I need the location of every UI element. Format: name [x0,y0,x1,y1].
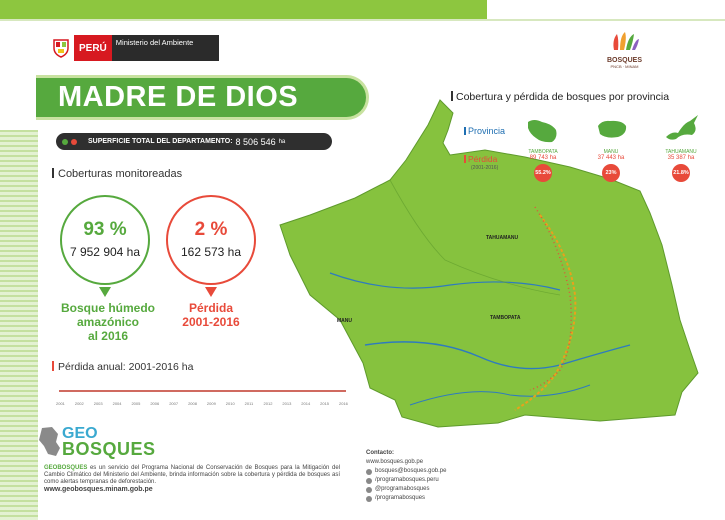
annual-year-label: 2004 [112,401,122,406]
province-border [389,179,561,296]
forest-caption: Bosque húmedo amazónico al 2016 [60,301,155,343]
province-loss-pct-tahuamanu: 21.8% [672,164,690,182]
contact-facebook[interactable]: /programabosques.peru [366,476,486,485]
twitter-icon [366,486,372,493]
surface-unit: ha [278,138,286,145]
coat-of-arms-icon [48,35,74,61]
annual-year-label: 2008 [188,401,197,406]
geobosques-description: GEOBOSQUES es un servicio del Programa N… [44,465,340,485]
youtube-icon [366,495,372,502]
contact-youtube[interactable]: /programabosques [366,494,486,503]
forest-area: 7 952 904 ha [69,245,141,259]
annual-year-label: 2010 [225,401,235,406]
annual-year-label: 2014 [301,401,311,406]
geobosques-website-link[interactable]: www.geobosques.minam.gob.pe [44,486,153,493]
annual-loss-years: 2001 2002 2003 2004 2005 2006 2007 2008 2009 2010… [56,401,349,409]
email-icon [366,468,372,475]
page-title: MADRE DE DIOS [58,81,299,113]
province-loss-ha-manu: 37 443 ha [597,155,625,161]
loss-arrow-icon [205,287,217,297]
bosques-logo-title: BOSQUES [606,57,642,64]
province-name-tahuamanu: TAHUAMANU [665,149,697,155]
province-loss-ha-tambopata: 89 743 ha [529,155,557,161]
title-banner: MADRE DE DIOS [36,75,369,120]
red-dot-icon [71,138,77,145]
annual-year-label: 2011 [244,401,254,406]
province-name-manu: MANU [603,149,619,155]
annual-year-label: 2005 [131,401,141,406]
coverage-heading: Coberturas monitoreadas [52,168,182,180]
annual-year-label: 2007 [169,401,179,406]
road-line [514,214,577,411]
forest-percent: 93 % [83,219,127,240]
peru-map-icon [39,427,60,456]
province-loss-pct-tambopata: 55.2% [534,164,552,182]
tambopata-shape-icon [526,118,557,143]
contact-email[interactable]: bosques@bosques.gob.pe [366,467,486,476]
forest-arrow-icon [99,287,111,297]
gov-country-label: PERÚ [74,35,112,61]
geobosques-brand: GEOBOSQUES [44,465,88,471]
annual-year-label: 2013 [282,401,292,406]
gov-ministry-label: Ministerio del Ambiente [111,35,220,61]
contact-website[interactable]: www.bosques.gob.pe [366,459,424,465]
forest-stat-circle: 93 % 7 952 904 ha [60,195,150,285]
river-2 [364,341,631,370]
annual-year-label: 2006 [150,401,160,406]
surface-label: SUPERFICIE TOTAL DEL DEPARTAMENTO: [88,138,233,145]
decorative-stripes [0,130,38,520]
department-shape [279,99,699,428]
map-label-tambopata: TAMBOPATA [490,315,521,321]
manu-shape-icon [598,120,627,138]
province-name-tambopata: TAMBOPATA [528,149,558,155]
geobosques-logo: GEO BOSQUES [38,424,163,459]
annual-year-label: 2012 [263,401,273,406]
contact-heading: Contacto: [366,450,394,456]
government-logo: PERÚ Ministerio del Ambiente [48,35,220,61]
top-accent-bar [0,0,487,19]
bosques-logo-subtitle: PNCB · MINAM [610,64,639,69]
tahuamanu-shape-icon [666,115,698,140]
geo-logo-bottom: BOSQUES [62,439,156,459]
bosques-logo: BOSQUES PNCB · MINAM [597,30,652,69]
legend-province: Provincia [464,126,505,136]
top-accent-line [0,19,725,21]
annual-loss-timeline [59,390,346,392]
river-1 [329,272,561,291]
province-loss-pct-manu: 23% [602,164,620,182]
loss-stat-circle: 2 % 162 573 ha [166,195,256,285]
map-label-manu: MANU [337,318,352,324]
green-dot-icon [62,138,68,145]
map-label-tahuamanu: TAHUAMANU [486,235,519,241]
loss-percent: 2 % [194,219,228,240]
annual-year-label: 2001 [56,401,65,406]
loss-area: 162 573 ha [180,245,242,259]
annual-year-label: 2003 [93,401,103,406]
surface-value: 8 506 546 [235,136,276,147]
provinces-heading: Cobertura y pérdida de bosques por provi… [451,91,669,103]
annual-year-label: 2016 [339,401,348,406]
contact-twitter[interactable]: @programabosques [366,485,486,494]
annual-year-label: 2015 [320,401,330,406]
bosques-hands-icon [612,32,639,50]
province-loss-ha-tahuamanu: 35 387 ha [667,155,695,161]
department-map [279,99,699,428]
legend-loss: Pérdida [464,154,497,164]
annual-year-label: 2009 [206,401,216,406]
surface-bar: SUPERFICIE TOTAL DEL DEPARTAMENTO: 8 506… [56,133,332,150]
contact-block: Contacto: www.bosques.gob.pe bosques@bos… [366,449,486,503]
annual-loss-heading: Pérdida anual: 2001-2016 ha [52,361,193,373]
loss-caption: Pérdida 2001-2016 [182,301,240,329]
river-3 [409,384,591,406]
legend-loss-period: (2001-2016) [471,165,499,171]
annual-year-label: 2002 [74,401,84,406]
geo-logo-top: GEO [62,425,98,442]
facebook-icon [366,477,372,484]
